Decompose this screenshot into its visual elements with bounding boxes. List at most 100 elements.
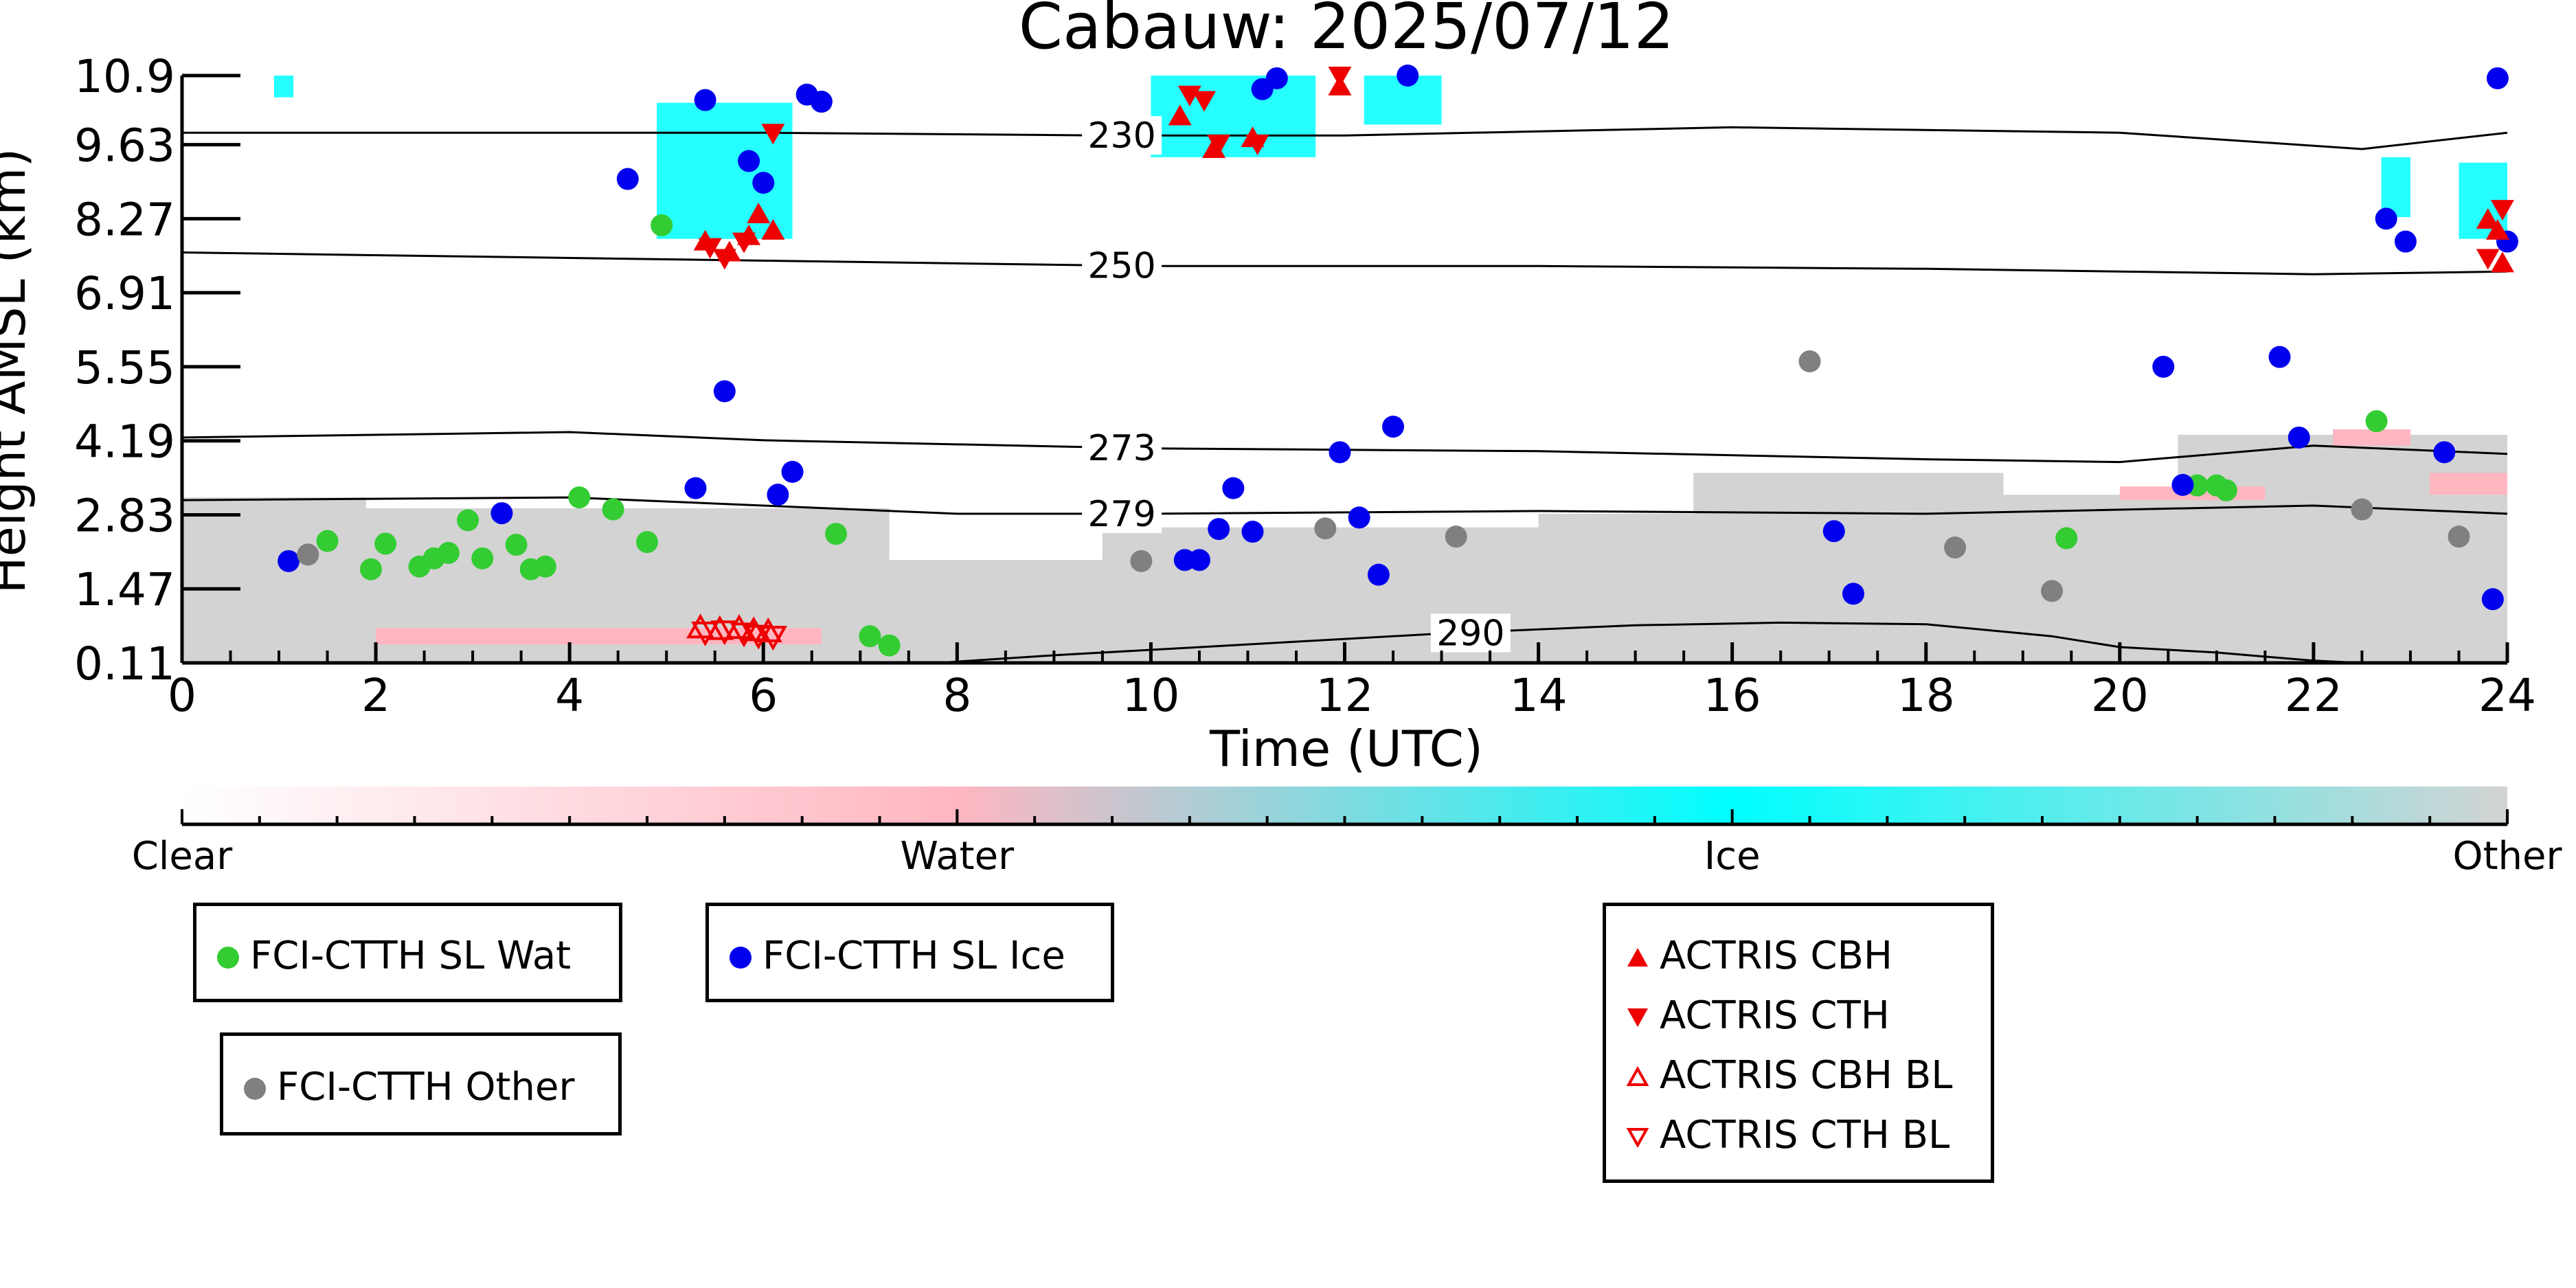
y-tick-label: 9.63 xyxy=(74,120,175,172)
point-circle xyxy=(1445,526,1467,548)
ice-region xyxy=(273,76,294,98)
point-circle xyxy=(2394,230,2417,253)
contour-label-bg xyxy=(1082,116,1162,155)
other-region xyxy=(889,560,1103,663)
point-triangle-down xyxy=(1207,135,1231,156)
point-circle xyxy=(810,91,833,113)
point-circle xyxy=(2481,588,2504,611)
point-circle xyxy=(781,460,804,483)
x-tick-label: 8 xyxy=(942,669,971,722)
red-triangle-down-icon xyxy=(1627,1008,1648,1027)
contour-label-bg xyxy=(1430,613,1511,653)
contour-label: 250 xyxy=(1087,246,1155,287)
point-circle xyxy=(602,498,624,521)
point-triangle-down xyxy=(761,124,785,145)
chart-title: Cabauw: 2025/07/12 xyxy=(1019,0,1674,63)
x-tick-label: 10 xyxy=(1122,669,1179,722)
point-triangle-down xyxy=(1177,85,1201,106)
legend-label: ACTRIS CTH BL xyxy=(1660,1113,1950,1157)
legend-item: FCI-CTTH Other xyxy=(223,1060,618,1115)
contour-label: 273 xyxy=(1087,428,1155,469)
ice-region xyxy=(2381,157,2410,218)
y-ticks: 0.11 1.47 2.83 4.19 5.55 6.91 8.27 9.63 10.9 xyxy=(74,50,240,690)
point-circle xyxy=(297,543,319,566)
other-region xyxy=(1693,473,2004,522)
x-tick-label: 14 xyxy=(1510,669,1568,722)
point-circle xyxy=(316,530,339,552)
legend-label: ACTRIS CBH BL xyxy=(1660,1053,1953,1098)
contour-label: 279 xyxy=(1087,494,1155,535)
point-circle xyxy=(360,558,383,580)
contour-line xyxy=(938,621,2362,664)
legend-other: FCI-CTTH Other xyxy=(220,1032,622,1136)
point-circle xyxy=(1842,583,1864,605)
colorbar-label: Ice xyxy=(1704,834,1761,879)
point-circle xyxy=(1798,350,1821,373)
gray-circle-icon xyxy=(244,1078,266,1100)
y-tick-label: 2.83 xyxy=(74,489,175,542)
point-circle xyxy=(2171,473,2194,496)
legend-label: ACTRIS CBH xyxy=(1660,934,1893,978)
y-tick-label: 0.11 xyxy=(74,637,175,690)
point-triangle-down xyxy=(712,249,736,270)
point-circle xyxy=(878,634,901,657)
y-tick-label: 5.55 xyxy=(74,341,175,394)
x-tick-label: 12 xyxy=(1316,669,1374,722)
x-axis-label: Time (UTC) xyxy=(1209,720,1483,778)
x-tick-label: 18 xyxy=(1897,669,1955,722)
point-circle xyxy=(2375,207,2397,230)
legend-label: FCI-CTTH SL Wat xyxy=(250,934,572,978)
data-points xyxy=(278,65,2518,657)
other-region xyxy=(1538,513,1732,663)
temperature-contours: 230 250 273 279 290 xyxy=(181,115,2508,664)
x-tick-label: 0 xyxy=(168,669,196,722)
point-circle xyxy=(1329,441,1351,464)
legend-item: ACTRIS CBH xyxy=(1606,929,1991,984)
point-circle xyxy=(859,625,881,648)
legend-actris: ACTRIS CBH ACTRIS CTH ACTRIS CBH BL ACTR… xyxy=(1603,903,1994,1183)
point-circle xyxy=(1222,477,1245,499)
point-triangle-up xyxy=(761,218,785,240)
red-triangle-up-icon xyxy=(1627,948,1648,967)
other-region xyxy=(182,497,366,663)
point-circle xyxy=(2486,67,2509,89)
point-triangle-down-open xyxy=(744,624,773,650)
legend-item: FCI-CTTH SL Ice xyxy=(709,929,1111,984)
point-triangle-down-open xyxy=(758,626,787,651)
point-triangle-down xyxy=(2476,249,2500,270)
colorbar-label: Water xyxy=(901,834,1015,879)
point-triangle-down xyxy=(732,232,756,253)
x-tick-label: 24 xyxy=(2478,669,2536,722)
point-circle xyxy=(374,532,397,555)
legend-ice: FCI-CTTH SL Ice xyxy=(705,903,1114,1002)
contour-line xyxy=(182,126,2508,150)
point-circle xyxy=(534,555,556,578)
colorbar-label: Clear xyxy=(132,834,233,879)
point-circle xyxy=(1397,65,1419,87)
point-circle xyxy=(2215,479,2237,501)
red-open-triangle-up-icon xyxy=(1626,1065,1649,1086)
water-region xyxy=(2430,473,2507,495)
y-tick-label: 4.19 xyxy=(74,416,175,468)
point-circle xyxy=(825,523,848,545)
y-tick-label: 10.9 xyxy=(74,50,175,103)
contour-label-bg xyxy=(1082,246,1162,285)
legend-item: ACTRIS CTH BL xyxy=(1606,1108,1991,1163)
point-circle xyxy=(457,509,479,532)
point-circle xyxy=(2365,410,2388,433)
x-tick-label: 4 xyxy=(555,669,584,722)
point-triangle-up xyxy=(2476,207,2500,229)
ice-region xyxy=(657,102,793,239)
legend-item: FCI-CTTH SL Wat xyxy=(196,929,619,984)
point-triangle-up xyxy=(1168,104,1192,126)
point-circle xyxy=(278,550,300,572)
point-circle xyxy=(616,168,639,190)
point-circle xyxy=(713,380,736,403)
blue-circle-icon xyxy=(730,947,752,969)
legend-item: ACTRIS CTH xyxy=(1606,988,1991,1043)
point-circle xyxy=(2351,498,2373,521)
contour-line xyxy=(181,251,2508,275)
point-circle xyxy=(636,531,658,554)
legend-item: ACTRIS CBH BL xyxy=(1606,1048,1991,1103)
